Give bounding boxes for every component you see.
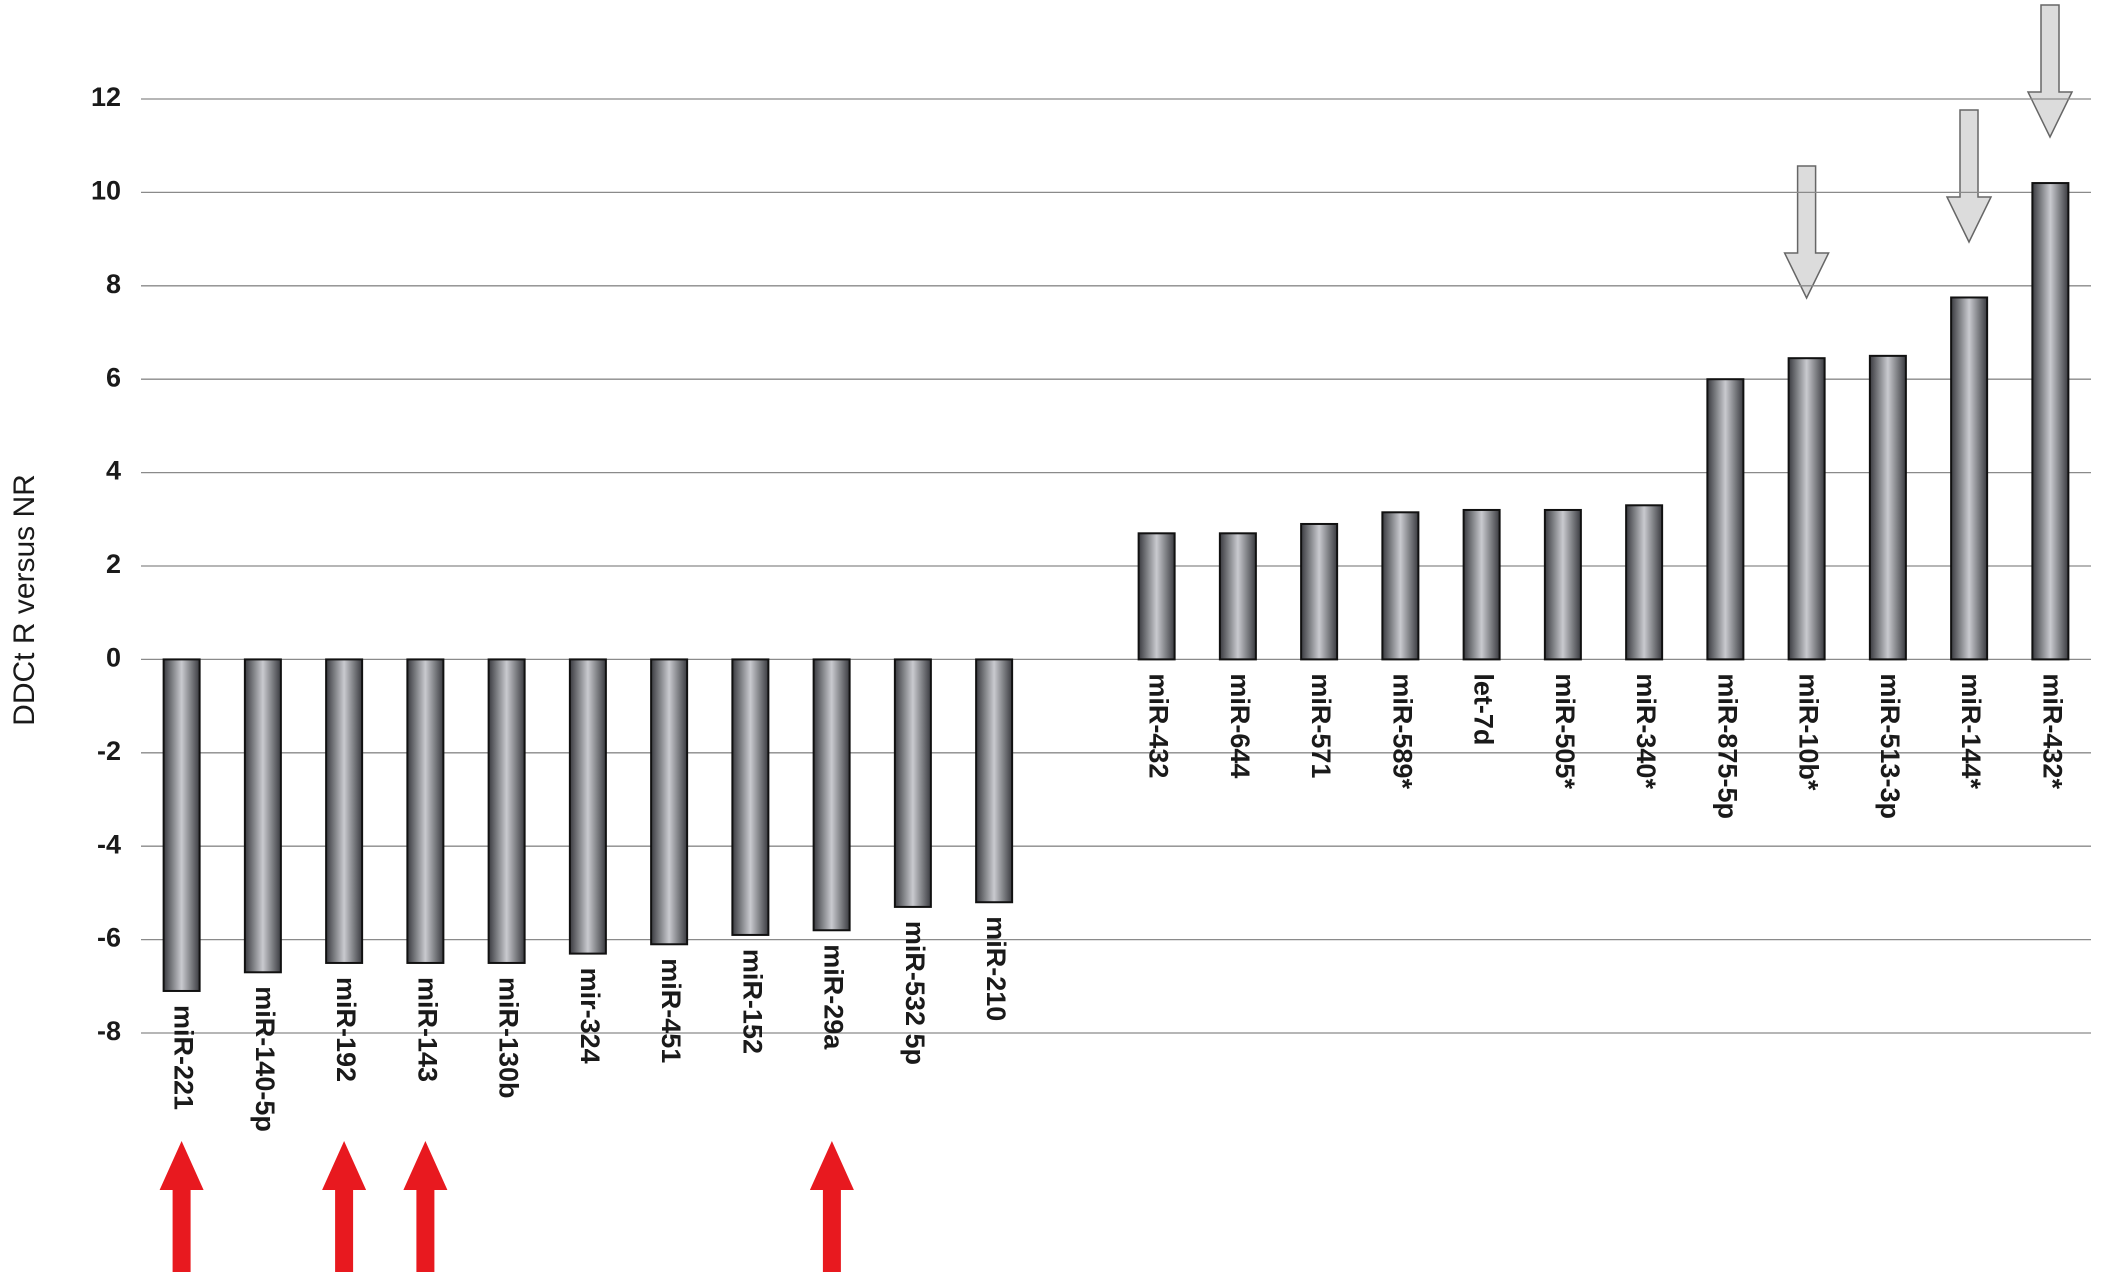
- x-tick-label: miR-505*: [1550, 673, 1580, 789]
- y-tick-label: 6: [106, 362, 121, 392]
- gray-arrow: [1945, 109, 1993, 244]
- y-tick-label: 10: [91, 176, 121, 206]
- bar: [1868, 354, 1907, 661]
- x-tick-label: miR-144*: [1956, 673, 1986, 789]
- y-tick-label: -4: [97, 829, 121, 859]
- x-tick-label: miR-143: [412, 977, 442, 1082]
- x-tick-label: miR-192: [331, 977, 361, 1082]
- x-tick-label: miR-532 5p: [900, 921, 930, 1065]
- x-tick-label: miR-875-5p: [1712, 673, 1742, 819]
- y-tick-label: -6: [97, 923, 121, 953]
- y-tick-label: -2: [97, 736, 121, 766]
- bar: [1300, 522, 1339, 661]
- red-arrow: [809, 1141, 854, 1272]
- gray-arrow: [2026, 4, 2074, 139]
- x-tick-label: miR-513-3p: [1875, 673, 1905, 819]
- bar: [2031, 182, 2070, 661]
- x-tick-label: miR-451: [656, 958, 686, 1063]
- bar: [1218, 532, 1257, 661]
- y-tick-label: 0: [106, 643, 121, 673]
- bar: [325, 658, 364, 964]
- bar: [1706, 378, 1745, 661]
- x-tick-label: miR-210: [981, 916, 1011, 1021]
- bar: [243, 658, 282, 974]
- highlight-arrows: [159, 4, 2074, 1272]
- y-tick-label: 2: [106, 549, 121, 579]
- x-tick-label: miR-340*: [1631, 673, 1661, 789]
- bar: [1381, 511, 1420, 661]
- x-tick-label: miR-152: [737, 949, 767, 1054]
- bar: [1950, 296, 1989, 661]
- bar: [731, 658, 770, 936]
- bar: [812, 658, 851, 932]
- y-tick-label: -8: [97, 1016, 121, 1046]
- red-arrow: [159, 1141, 204, 1272]
- x-tick-label: miR-432*: [2037, 673, 2067, 789]
- x-tick-label: miR-221: [169, 1005, 199, 1110]
- x-tick-label: miR-10b*: [1794, 673, 1824, 791]
- x-tick-label: miR-140-5p: [250, 986, 280, 1132]
- bar: [162, 658, 201, 992]
- bar: [893, 658, 932, 908]
- x-tick-label: miR-29a: [819, 944, 849, 1050]
- x-tick-label: let-7d: [1469, 673, 1499, 745]
- bar: [487, 658, 526, 964]
- bar: [1462, 508, 1501, 661]
- bar: [568, 658, 607, 955]
- gray-arrow: [1783, 165, 1830, 300]
- x-tick-label: miR-432: [1144, 673, 1174, 778]
- bar: [650, 658, 689, 946]
- y-tick-label: 12: [91, 82, 121, 112]
- bar: [1543, 508, 1582, 661]
- x-tick-label: mir-324: [575, 968, 605, 1064]
- x-tick-label: miR-571: [1306, 673, 1336, 778]
- y-tick-label: 4: [106, 456, 121, 486]
- x-tick-label: miR-130b: [494, 977, 524, 1099]
- bar: [1137, 532, 1176, 661]
- bar: [975, 658, 1014, 904]
- red-arrow: [322, 1141, 367, 1272]
- y-axis-label: DDCt R versus NR: [8, 474, 41, 726]
- y-tick-label: 8: [106, 269, 121, 299]
- red-arrow: [403, 1141, 448, 1272]
- bar: [406, 658, 445, 964]
- bar: [1625, 504, 1664, 661]
- x-tick-label: miR-589*: [1387, 673, 1417, 789]
- x-tick-label: miR-644: [1225, 673, 1255, 778]
- bar: [1787, 357, 1826, 661]
